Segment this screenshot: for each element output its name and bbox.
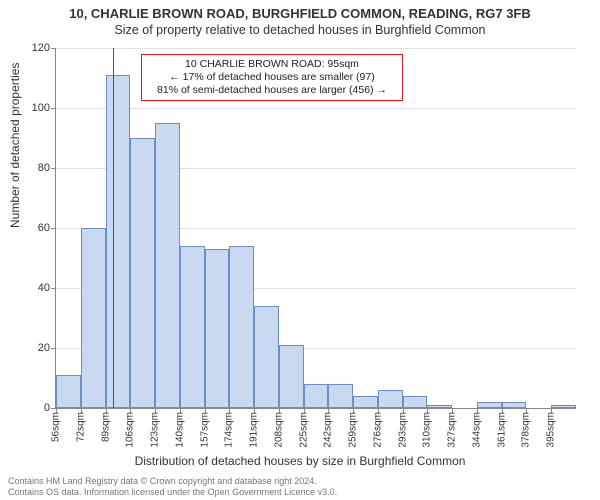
ytick-label: 100 bbox=[32, 102, 50, 114]
xtick-label: 361sqm bbox=[496, 412, 507, 448]
histogram-bar bbox=[130, 138, 155, 408]
histogram-bar bbox=[304, 384, 329, 408]
histogram-bar bbox=[106, 75, 131, 408]
annotation-line: 10 CHARLIE BROWN ROAD: 95sqm bbox=[148, 58, 396, 71]
xtick-label: 89sqm bbox=[100, 412, 111, 442]
histogram-bar bbox=[328, 384, 353, 408]
histogram-bar bbox=[477, 402, 502, 408]
histogram-bar bbox=[353, 396, 378, 408]
xtick-label: 157sqm bbox=[199, 412, 210, 448]
xtick-label: 174sqm bbox=[224, 412, 235, 448]
histogram-bar bbox=[254, 306, 279, 408]
y-axis-label: Number of detached properties bbox=[8, 63, 22, 228]
xtick-label: 293sqm bbox=[397, 412, 408, 448]
histogram-bar bbox=[427, 405, 452, 408]
ytick-mark bbox=[51, 108, 56, 109]
ytick-label: 60 bbox=[38, 222, 50, 234]
histogram-bar bbox=[205, 249, 230, 408]
xtick-label: 395sqm bbox=[546, 412, 557, 448]
xtick-label: 123sqm bbox=[150, 412, 161, 448]
histogram-bar bbox=[551, 405, 576, 408]
annotation-box: 10 CHARLIE BROWN ROAD: 95sqm ← 17% of de… bbox=[141, 54, 403, 101]
footer-credits: Contains HM Land Registry data © Crown c… bbox=[8, 476, 337, 498]
ytick-mark bbox=[51, 288, 56, 289]
ytick-label: 40 bbox=[38, 282, 50, 294]
annotation-line: 81% of semi-detached houses are larger (… bbox=[148, 84, 396, 97]
ytick-label: 80 bbox=[38, 162, 50, 174]
footer-line: Contains HM Land Registry data © Crown c… bbox=[8, 476, 337, 487]
xtick-label: 242sqm bbox=[323, 412, 334, 448]
ytick-mark bbox=[51, 168, 56, 169]
histogram-bar bbox=[279, 345, 304, 408]
ytick-label: 120 bbox=[32, 42, 50, 54]
annotation-line: ← 17% of detached houses are smaller (97… bbox=[148, 71, 396, 84]
histogram-bar bbox=[378, 390, 403, 408]
xtick-label: 276sqm bbox=[372, 412, 383, 448]
page-subtitle: Size of property relative to detached ho… bbox=[0, 21, 600, 41]
histogram-bar bbox=[403, 396, 428, 408]
xtick-label: 191sqm bbox=[249, 412, 260, 448]
histogram-bar bbox=[155, 123, 180, 408]
xtick-label: 225sqm bbox=[298, 412, 309, 448]
xtick-label: 72sqm bbox=[75, 412, 86, 442]
histogram-bar bbox=[56, 375, 81, 408]
histogram-bar bbox=[229, 246, 254, 408]
xtick-label: 56sqm bbox=[51, 412, 62, 442]
xtick-label: 259sqm bbox=[348, 412, 359, 448]
xtick-label: 140sqm bbox=[174, 412, 185, 448]
ytick-mark bbox=[51, 48, 56, 49]
histogram-bar bbox=[81, 228, 106, 408]
ytick-label: 0 bbox=[44, 402, 50, 414]
page-title: 10, CHARLIE BROWN ROAD, BURGHFIELD COMMO… bbox=[0, 0, 600, 21]
xtick-label: 344sqm bbox=[471, 412, 482, 448]
xtick-label: 208sqm bbox=[273, 412, 284, 448]
histogram-bar bbox=[180, 246, 205, 408]
reference-line bbox=[113, 48, 114, 408]
gridline bbox=[56, 48, 576, 49]
histogram-bar bbox=[502, 402, 527, 408]
ytick-mark bbox=[51, 348, 56, 349]
ytick-mark bbox=[51, 228, 56, 229]
xtick-label: 310sqm bbox=[422, 412, 433, 448]
footer-line: Contains OS data. Information licensed u… bbox=[8, 487, 337, 498]
xtick-label: 106sqm bbox=[125, 412, 136, 448]
histogram-chart: 10 CHARLIE BROWN ROAD: 95sqm ← 17% of de… bbox=[55, 48, 576, 409]
ytick-label: 20 bbox=[38, 342, 50, 354]
xtick-label: 378sqm bbox=[521, 412, 532, 448]
x-axis-label: Distribution of detached houses by size … bbox=[0, 454, 600, 468]
xtick-label: 327sqm bbox=[447, 412, 458, 448]
gridline bbox=[56, 108, 576, 109]
